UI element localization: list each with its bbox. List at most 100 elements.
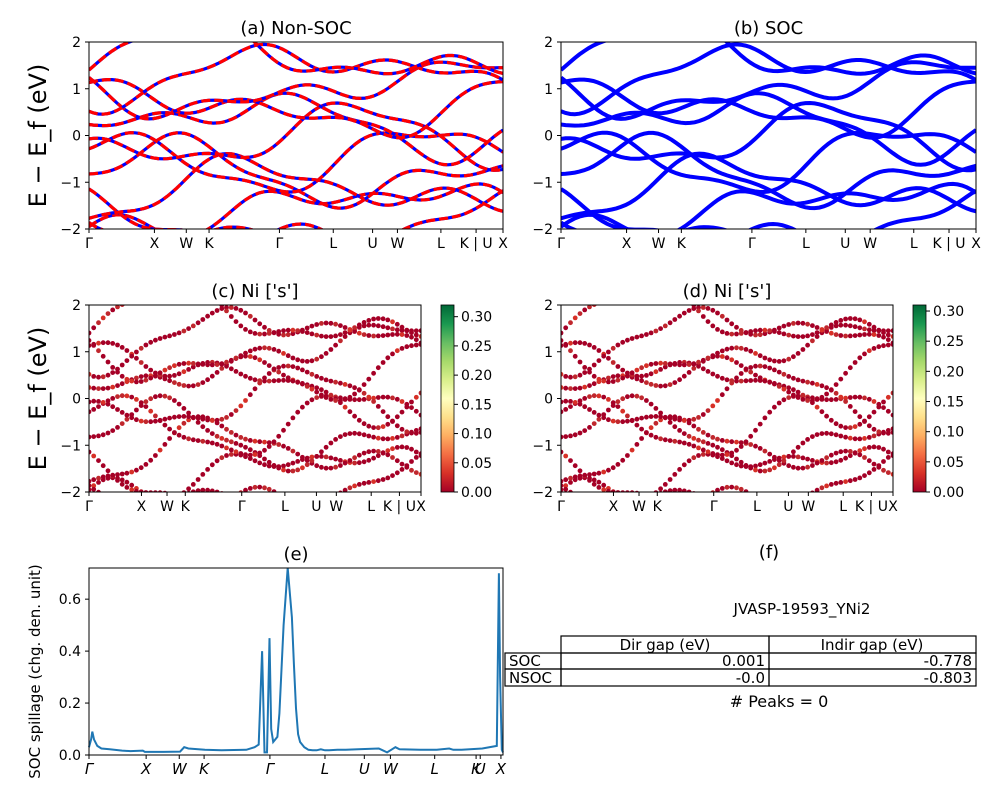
band-marker — [257, 484, 263, 490]
band-marker — [748, 348, 754, 354]
band-marker — [91, 398, 97, 404]
band-marker — [409, 334, 414, 340]
band-marker — [629, 370, 635, 376]
band-marker — [224, 437, 229, 443]
band-marker — [304, 325, 310, 331]
band-marker — [644, 283, 649, 288]
band-marker — [290, 415, 296, 421]
band-marker — [129, 482, 135, 488]
band-marker — [247, 486, 253, 491]
band-marker — [734, 447, 739, 453]
band-marker — [852, 424, 858, 429]
band-marker — [153, 373, 158, 378]
band-marker — [314, 454, 320, 459]
band-marker — [648, 361, 654, 367]
band-marker — [781, 358, 787, 364]
band-marker — [847, 323, 853, 329]
band-marker — [257, 450, 263, 456]
band-marker — [634, 422, 640, 428]
band-marker — [658, 436, 663, 442]
band-marker — [247, 452, 253, 458]
band-marker — [163, 288, 168, 293]
band-marker — [843, 455, 848, 461]
band-marker — [266, 444, 272, 449]
band-marker — [748, 369, 754, 375]
band-marker — [238, 323, 244, 329]
band-marker — [323, 351, 329, 356]
band-marker — [672, 472, 678, 477]
band-marker — [572, 374, 578, 380]
band-marker — [563, 483, 569, 489]
band-marker — [824, 430, 829, 436]
band-marker — [304, 384, 310, 389]
band-marker — [134, 493, 139, 498]
band-marker — [290, 448, 296, 454]
band-marker — [148, 375, 154, 381]
band-marker — [385, 394, 391, 400]
band-marker — [791, 392, 796, 398]
band-marker — [214, 458, 220, 464]
band-marker — [591, 421, 597, 426]
band-marker — [375, 365, 381, 371]
band-marker — [305, 506, 310, 511]
band-marker — [561, 434, 564, 440]
y-tick-label: 2 — [544, 35, 553, 51]
band-marker — [591, 345, 597, 350]
band-marker — [700, 366, 706, 372]
band-marker — [871, 409, 877, 415]
band-marker — [385, 521, 390, 526]
band-marker — [91, 374, 97, 379]
band-marker — [738, 486, 744, 492]
band-marker — [247, 354, 253, 359]
band-marker — [866, 348, 872, 354]
band-marker — [625, 490, 630, 492]
band-marker — [134, 298, 139, 303]
band-marker — [729, 345, 735, 351]
band-marker — [176, 371, 182, 377]
band-marker — [124, 485, 130, 490]
band-marker — [696, 493, 701, 498]
peaks-label: # Peaks = 0 — [730, 692, 829, 711]
band-marker — [404, 344, 410, 350]
band-marker — [729, 331, 735, 337]
band-6-markers — [561, 393, 893, 458]
band-marker — [205, 467, 211, 472]
band-marker — [356, 397, 362, 403]
band-marker — [786, 322, 792, 327]
band-marker — [795, 444, 801, 450]
band-marker — [281, 463, 286, 469]
band-marker — [739, 493, 744, 498]
band-marker — [243, 436, 248, 442]
y-tick-label: −1 — [60, 175, 81, 191]
material-id: JVASP-19593_YNi2 — [733, 600, 871, 619]
band-marker — [561, 409, 564, 415]
band-marker — [285, 327, 291, 333]
band-marker — [248, 497, 253, 502]
band-10-markers — [89, 322, 421, 385]
band-marker — [696, 453, 701, 458]
band-marker — [814, 397, 820, 402]
band-marker — [824, 325, 829, 330]
band-marker — [653, 406, 659, 411]
band-marker — [682, 504, 687, 509]
band-marker — [862, 351, 867, 357]
band-marker — [885, 449, 891, 455]
x-tick-label: X — [498, 236, 508, 252]
band-marker — [629, 490, 635, 492]
band-marker — [167, 426, 173, 432]
band-marker — [167, 365, 173, 371]
band-marker — [800, 440, 806, 446]
band-marker — [890, 390, 893, 396]
band-marker — [795, 389, 801, 395]
band-marker — [601, 378, 607, 384]
band-marker — [639, 415, 644, 421]
band-marker — [625, 413, 630, 419]
band-marker — [89, 385, 92, 390]
band-marker — [134, 375, 139, 381]
band-marker — [691, 501, 696, 506]
band-marker — [691, 366, 697, 371]
band-marker — [328, 378, 334, 384]
band-marker — [262, 447, 267, 453]
x-tick-label: Γ — [85, 760, 95, 778]
band-marker — [309, 458, 315, 464]
